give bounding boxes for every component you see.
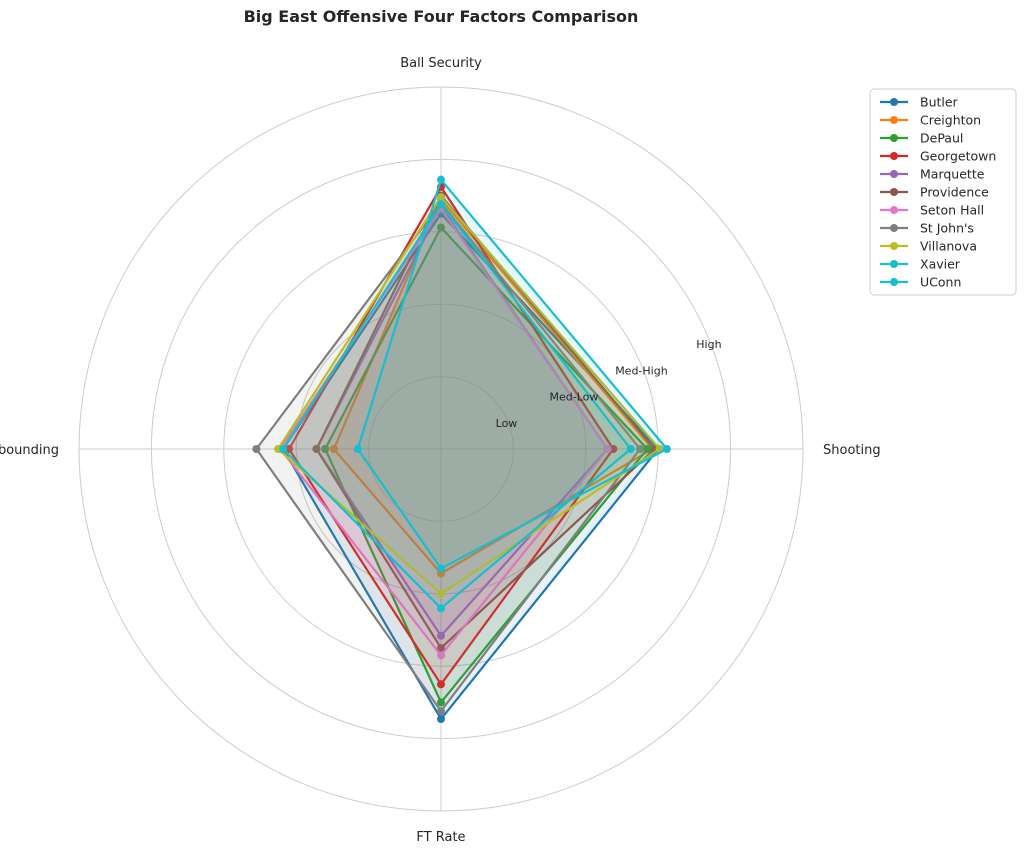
legend-marker — [890, 116, 898, 124]
legend-item: Villanova — [880, 239, 977, 254]
data-point — [437, 707, 445, 716]
legend-label: Marquette — [920, 167, 985, 182]
data-point — [321, 445, 330, 453]
legend-item: Seton Hall — [880, 203, 984, 218]
legend-frame — [869, 88, 1017, 296]
axis-label: Ball Security — [400, 56, 482, 71]
data-point — [626, 445, 635, 453]
legend-label: Xavier — [920, 257, 961, 272]
ring-label: Med-Low — [550, 391, 599, 404]
legend-item: Xavier — [880, 257, 961, 272]
legend-label: DePaul — [920, 131, 963, 146]
legend-label: Providence — [920, 185, 989, 200]
chart-title: Big East Offensive Four Factors Comparis… — [244, 7, 639, 26]
axis-label: Off Rebounding — [0, 443, 59, 458]
data-point — [437, 223, 445, 232]
legend-marker — [890, 188, 898, 196]
data-point — [284, 445, 293, 453]
legend-item: Butler — [880, 95, 959, 110]
data-point — [437, 680, 445, 689]
legend-marker — [890, 242, 898, 250]
series-xavier — [279, 200, 635, 613]
legend-marker — [890, 260, 898, 268]
legend-item: St John's — [880, 221, 974, 236]
legend-item: UConn — [880, 275, 961, 290]
legend-label: Villanova — [920, 239, 977, 254]
data-point — [437, 200, 445, 209]
legend-label: Butler — [920, 95, 959, 110]
legend-item: Georgetown — [880, 149, 996, 164]
data-point — [437, 564, 445, 573]
ring-labels: Low Med-Low Med-High High — [496, 338, 722, 430]
ring-label: High — [696, 338, 721, 351]
legend-marker — [890, 278, 898, 286]
data-point — [279, 445, 288, 453]
ring-label: Low — [496, 417, 518, 430]
legend-label: St John's — [920, 221, 974, 236]
data-point — [636, 445, 645, 453]
data-point — [329, 445, 338, 453]
data-point — [252, 445, 261, 453]
data-point — [353, 445, 362, 453]
data-point — [437, 644, 445, 653]
legend-label: UConn — [920, 275, 961, 290]
data-point — [437, 193, 445, 202]
legend-item: Providence — [880, 185, 989, 200]
legend-item: Marquette — [880, 167, 985, 182]
legend-label: Seton Hall — [920, 203, 984, 218]
axis-labels: Ball Security Shooting FT Rate Off Reboundi… — [0, 56, 881, 845]
data-point — [437, 698, 445, 707]
legend-marker — [890, 134, 898, 142]
data-point — [437, 715, 445, 724]
data-point — [643, 445, 652, 453]
series-uconn — [353, 175, 671, 573]
data-point — [312, 445, 321, 453]
data-point — [437, 604, 445, 613]
axis-label: FT Rate — [416, 830, 465, 845]
ring-label: Med-High — [615, 364, 668, 377]
legend-label: Creighton — [920, 113, 981, 128]
data-point — [437, 175, 445, 184]
data-point — [603, 445, 612, 453]
axis-label: Shooting — [823, 443, 881, 458]
radar-series — [252, 175, 671, 724]
legend-marker — [890, 152, 898, 160]
data-point — [609, 445, 618, 453]
legend-marker — [890, 170, 898, 178]
data-point — [662, 445, 671, 453]
legend: Butler Creighton DePaul Georgetown Marquette… — [869, 88, 1017, 296]
legend-label: Georgetown — [920, 149, 996, 164]
series-villanova — [274, 193, 664, 598]
legend-marker — [890, 224, 898, 232]
legend-item: DePaul — [880, 131, 963, 146]
legend-item: Creighton — [880, 113, 981, 128]
data-point — [437, 651, 445, 660]
legend-marker — [890, 98, 898, 106]
data-point — [437, 631, 445, 640]
legend-marker — [890, 206, 898, 214]
data-point — [437, 589, 445, 598]
